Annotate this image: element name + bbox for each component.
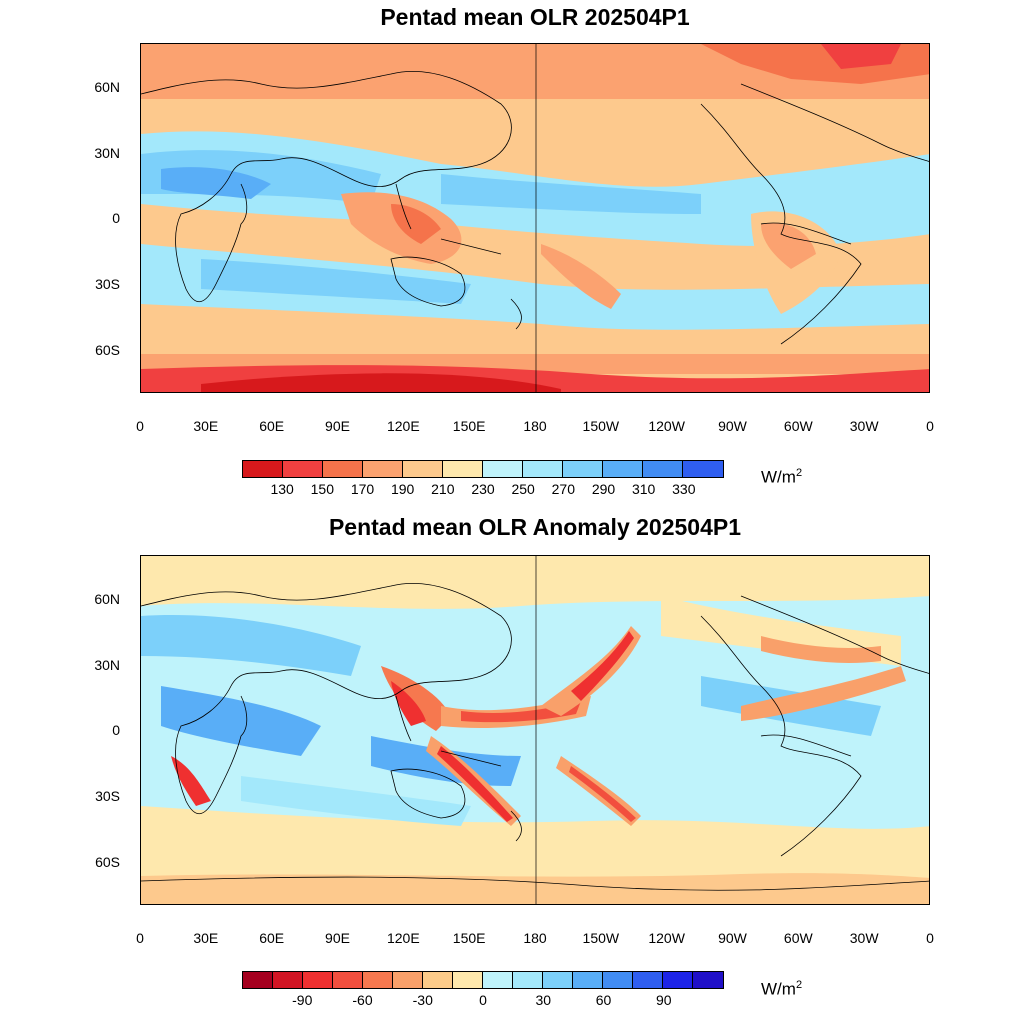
lon-label: 90W [718,418,747,434]
units-label: W/m2 [761,467,803,487]
colorbar-label: 170 [350,481,375,497]
lon-label: 90E [325,930,350,946]
lon-label: 0 [926,418,934,434]
colorbar-label: 130 [270,481,294,497]
colorbar-label: 190 [390,481,415,497]
colorbar-label: 210 [431,481,455,497]
lon-label: 90E [325,418,350,434]
lat-label: 0 [112,722,120,738]
colorbar-swatch [693,972,723,988]
lon-label: 150E [452,930,486,946]
lon-label: 120E [386,930,420,946]
colorbar-swatch [543,972,573,988]
lon-label: 180 [523,930,547,946]
colorbar-swatch [423,972,453,988]
colorbar-swatch [443,461,483,477]
colorbar-label: 250 [511,481,535,497]
lon-label: 60W [783,930,813,946]
panel-title: Pentad mean OLR Anomaly 202504P1 [328,514,742,540]
panel-title: Pentad mean OLR 202504P1 [380,4,690,30]
lon-label: 30W [849,418,879,434]
lat-label: 0 [112,210,120,226]
colorbar-swatch [603,972,633,988]
colorbar-swatch [633,972,663,988]
colorbar-label: 310 [631,481,656,497]
lon-label: 30E [193,930,219,946]
colorbar-swatch [523,461,563,477]
lon-label: 60E [259,930,285,946]
olr-map [140,43,930,393]
colorbar-swatch [363,972,393,988]
lat-label: 60N [94,591,120,607]
colorbar-swatch [393,972,423,988]
lon-label: 0 [136,930,144,946]
colorbar-swatch [303,972,333,988]
olr-anomaly-field [141,556,929,904]
colorbar-label: 330 [672,481,696,497]
lon-label: 120E [386,418,420,434]
colorbar-swatch [453,972,483,988]
colorbar-label: 0 [479,992,487,1008]
lat-label: 60S [95,854,120,870]
olr-anomaly-map [140,555,930,905]
colorbar-swatch [663,972,693,988]
lat-label: 30S [95,788,120,804]
olr-anomaly-colorbar [242,971,724,989]
colorbar-swatch [243,461,283,477]
lon-label: 30W [849,930,879,946]
units-label: W/m2 [761,979,803,999]
lon-label: 90W [718,930,747,946]
colorbar-label: 230 [471,481,495,497]
colorbar-label: 60 [595,992,612,1008]
colorbar-swatch [563,461,603,477]
colorbar-swatch [243,972,273,988]
lon-label: 150E [452,418,486,434]
lat-label: 60N [94,79,120,95]
colorbar-label: 30 [535,992,552,1008]
colorbar-swatch [273,972,303,988]
colorbar-swatch [483,972,513,988]
lon-label: 150W [582,418,620,434]
colorbar-swatch [363,461,403,477]
colorbar-swatch [403,461,443,477]
colorbar-swatch [283,461,323,477]
lon-label: 180 [523,418,547,434]
colorbar-label: 270 [551,481,575,497]
lat-label: 60S [95,342,120,358]
lon-label: 60E [259,418,285,434]
colorbar-label: 90 [655,992,672,1008]
colorbar-swatch [483,461,523,477]
colorbar-swatch [513,972,543,988]
lon-label: 120W [648,930,685,946]
colorbar-swatch [333,972,363,988]
lon-label: 120W [648,418,685,434]
olr-field [141,44,929,392]
lon-label: 150W [582,930,620,946]
colorbar-swatch [573,972,603,988]
colorbar-swatch [683,461,723,477]
colorbar-label: 290 [591,481,616,497]
lon-label: 0 [136,418,144,434]
lon-label: 0 [926,930,934,946]
lat-label: 30N [94,657,120,673]
colorbar-label: -30 [412,992,433,1008]
colorbar-swatch [323,461,363,477]
colorbar-label: -90 [292,992,313,1008]
colorbar-label: -60 [352,992,373,1008]
lat-label: 30N [94,145,120,161]
colorbar-swatch [603,461,643,477]
olr-colorbar [242,460,724,478]
colorbar-swatch [643,461,683,477]
colorbar-label: 150 [310,481,334,497]
lon-label: 30E [193,418,219,434]
lat-label: 30S [95,276,120,292]
lon-label: 60W [783,418,813,434]
